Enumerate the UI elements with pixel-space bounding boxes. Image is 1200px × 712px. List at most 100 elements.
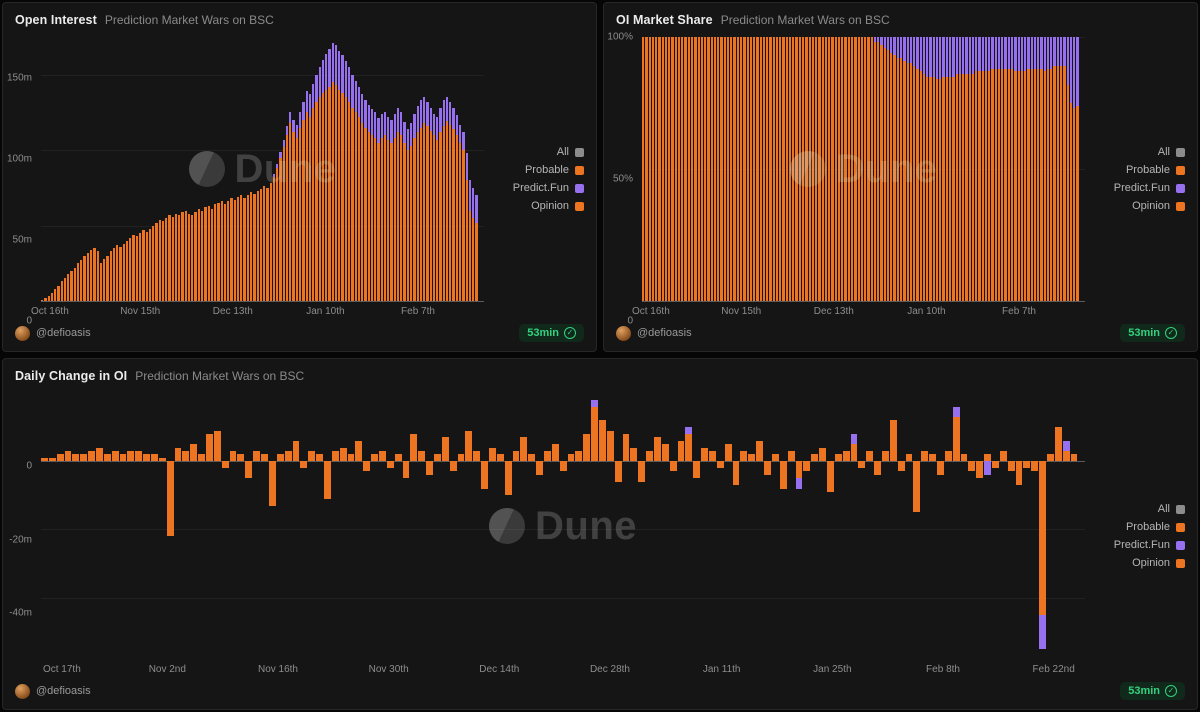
plot-area: Dune <box>642 37 1085 302</box>
bar <box>815 37 818 301</box>
bar <box>826 393 834 659</box>
bar-segment <box>308 94 312 117</box>
bar <box>1007 393 1015 659</box>
bar-segment <box>684 37 687 301</box>
bar-segment <box>237 454 245 462</box>
bar-segment <box>756 440 764 462</box>
legend-item-predict-fun[interactable]: Predict.Fun <box>513 182 584 194</box>
bar <box>854 37 857 301</box>
bar-segment <box>426 461 433 475</box>
bar-segment <box>377 118 380 143</box>
legend-item-all[interactable]: All <box>1158 146 1185 158</box>
bar-segment <box>393 138 396 301</box>
bar-segment <box>999 451 1007 462</box>
bar-segment <box>811 454 819 462</box>
bar-segment <box>240 195 243 301</box>
legend-item-probable[interactable]: Probable <box>1126 521 1185 533</box>
author-link[interactable]: @defioasis <box>15 325 91 341</box>
bar-segment <box>1001 68 1004 301</box>
check-icon: ✓ <box>1165 685 1177 697</box>
bar <box>991 393 999 659</box>
refresh-time: 53min <box>1128 685 1160 697</box>
bar <box>328 37 331 301</box>
bar-segment <box>380 138 383 301</box>
legend-item-predict-fun[interactable]: Predict.Fun <box>1114 182 1185 194</box>
legend-item-predict-fun[interactable]: Predict.Fun <box>1114 539 1185 551</box>
bar <box>374 37 377 301</box>
check-icon: ✓ <box>564 327 576 339</box>
author-link[interactable]: @defioasis <box>15 683 91 699</box>
bar <box>174 37 178 301</box>
bar-segment <box>419 127 423 301</box>
bar-segment <box>331 43 334 83</box>
bar <box>819 393 826 659</box>
legend-label: All <box>556 146 569 158</box>
bar-segment <box>677 37 681 301</box>
legend-item-probable[interactable]: Probable <box>525 164 584 176</box>
bar-segment <box>367 104 370 133</box>
bar <box>984 37 988 301</box>
chart-area: 100% 50% 0 Dune Oct 16th Nov 15th Dec 13th Ja… <box>604 29 1197 327</box>
bar-segment <box>429 130 432 301</box>
legend-swatch-icon <box>1176 558 1185 568</box>
bar <box>338 37 341 301</box>
legend-item-all[interactable]: All <box>557 146 584 158</box>
author-link[interactable]: @defioasis <box>616 325 692 341</box>
bar-segment <box>321 59 325 93</box>
bar <box>1015 393 1023 659</box>
bar <box>341 37 344 301</box>
legend-item-opinion[interactable]: Opinion <box>1132 200 1185 212</box>
bar-segment <box>54 288 57 301</box>
bar <box>383 37 387 301</box>
bar-segment <box>948 37 952 77</box>
bar <box>191 37 194 301</box>
bar <box>48 393 56 659</box>
bar-segment <box>896 37 899 59</box>
bar-segment <box>236 196 240 301</box>
bar <box>261 393 268 659</box>
legend-item-opinion[interactable]: Opinion <box>1132 557 1185 569</box>
bar-segment <box>873 37 877 43</box>
bar-segment <box>815 37 818 301</box>
bar-segment <box>148 228 152 301</box>
refresh-badge[interactable]: 53min ✓ <box>519 324 584 342</box>
bar <box>787 393 795 659</box>
bar-segment <box>575 451 583 462</box>
bar-segment <box>1060 66 1063 301</box>
bar-segment <box>512 451 520 462</box>
bar <box>481 393 488 659</box>
bar-segment <box>1076 105 1079 301</box>
x-tick-label: Feb 7th <box>401 306 435 317</box>
bar-segment <box>99 263 103 301</box>
refresh-badge[interactable]: 53min ✓ <box>1120 324 1185 342</box>
bar <box>877 37 880 301</box>
bar <box>230 37 233 301</box>
bar-segment <box>88 451 96 462</box>
bar-segment <box>736 37 739 301</box>
bar <box>217 37 220 301</box>
legend-item-opinion[interactable]: Opinion <box>531 200 584 212</box>
author-avatar-icon <box>15 325 30 341</box>
bar <box>344 37 347 301</box>
legend-item-probable[interactable]: Probable <box>1126 164 1185 176</box>
bar <box>125 37 129 301</box>
bar-segment <box>436 139 439 301</box>
bar-segment <box>1063 66 1066 301</box>
bar-segment <box>975 71 978 301</box>
bar-segment <box>1017 37 1020 72</box>
bar-segment <box>551 444 559 462</box>
bar-segment <box>462 150 465 301</box>
bar <box>919 37 922 301</box>
bar-segment <box>210 208 214 301</box>
bar <box>834 393 842 659</box>
legend-item-all[interactable]: All <box>1158 503 1185 515</box>
bar <box>903 37 906 301</box>
bar <box>952 393 960 659</box>
bar-segment <box>119 454 127 462</box>
x-tick-label: Dec 13th <box>212 306 253 317</box>
bar <box>591 393 599 659</box>
legend-swatch-icon <box>575 201 584 211</box>
bar <box>916 37 919 301</box>
refresh-badge[interactable]: 53min ✓ <box>1120 682 1185 700</box>
bar-segment <box>1024 37 1027 72</box>
